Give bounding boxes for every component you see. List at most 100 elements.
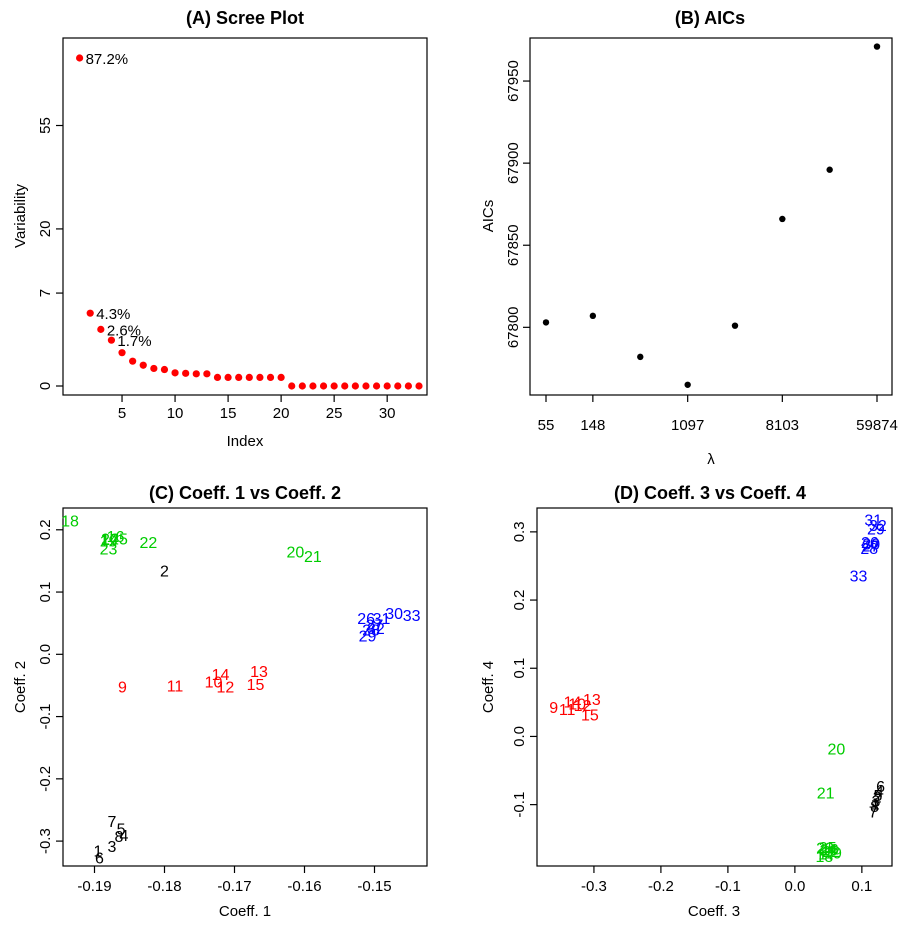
- panel-a-point: [139, 361, 147, 369]
- panel-b-point: [637, 353, 644, 361]
- panel-b-x-tick-label: 1097: [671, 417, 704, 434]
- panel-a-point: [245, 373, 253, 381]
- panel-c-point-label: 24: [101, 532, 119, 549]
- panel-b-point: [826, 166, 833, 173]
- panel-d-point-label: 13: [583, 692, 601, 709]
- panel-d-point-label: 33: [850, 569, 868, 586]
- panel-a-point: [404, 382, 412, 390]
- panel-d-point-label: 5: [873, 788, 882, 805]
- panel-d-y-tick-label: 0.2: [511, 590, 528, 611]
- panel-a-point: [213, 373, 222, 381]
- panel-b-point: [873, 43, 881, 50]
- panel-d-point-label: 9: [549, 700, 558, 717]
- panel-a-x-tick-label: 15: [220, 405, 237, 422]
- panel-a-y-tick-label: 20: [37, 221, 54, 238]
- panel-c-x-axis-label: Coeff. 1: [219, 903, 271, 920]
- panel-b-point: [589, 312, 597, 320]
- panel-c-point-label: 5: [117, 822, 126, 839]
- panel-d-point-label: 29: [867, 521, 885, 538]
- panel-c-y-tick-label: 0.1: [37, 582, 54, 603]
- panel-c-y-tick-label: -0.1: [37, 704, 54, 730]
- panel-d-y-tick-label: 0.0: [511, 726, 528, 747]
- panel-c-point-label: 16: [107, 529, 125, 546]
- panel-b-x-axis-label: λ: [707, 451, 715, 468]
- panel-d-x-tick-label: 0.1: [851, 878, 872, 895]
- panel-d-y-tick-label: -0.1: [511, 792, 528, 818]
- panel-a-point: [394, 382, 402, 390]
- panel-d-point-label: 4: [875, 784, 884, 801]
- panel-a-x-axis-label: Index: [227, 433, 264, 450]
- panel-b-point: [684, 381, 691, 388]
- panel-a-y-tick-label: 7: [37, 289, 54, 297]
- panel-d-point-label: 21: [817, 785, 835, 802]
- panel-d-point-label: 24: [819, 843, 837, 860]
- panel-c-point-label: 6: [95, 850, 104, 867]
- panel-d-point-label: 26: [861, 535, 879, 552]
- panel-c-point-label: 11: [167, 678, 184, 695]
- panel-a-point: [160, 365, 169, 374]
- panel-d-point-label: 31: [864, 513, 882, 530]
- panel-d-point-label: 20: [828, 742, 846, 759]
- panel-c-point-label: 28: [362, 622, 380, 639]
- panel-d-point-label: 3: [871, 794, 880, 811]
- panel-a-point: [266, 373, 275, 381]
- panel-c-point-label: 12: [217, 680, 235, 697]
- panel-a-point: [192, 370, 200, 378]
- panel-c-point-label: 32: [367, 621, 385, 638]
- panel-c-point-label: 18: [61, 513, 79, 530]
- panel-b-x-tick-label: 55: [538, 417, 555, 434]
- panel-a-point: [383, 382, 391, 390]
- panel-c-title: (C) Coeff. 1 vs Coeff. 2: [149, 483, 341, 503]
- panel-c-y-tick-label: -0.3: [37, 828, 54, 854]
- panel-d-point-label: 28: [860, 541, 878, 558]
- panel-a-x-tick-label: 5: [118, 405, 126, 422]
- panel-c-x-tick-label: -0.18: [147, 878, 181, 895]
- panel-d-point-label: 11: [559, 702, 576, 719]
- panel-a-title: (A) Scree Plot: [186, 8, 304, 28]
- panel-d-point-label: 6: [876, 779, 885, 796]
- panel-a-point: [150, 364, 158, 373]
- panel-a-x-tick-label: 25: [326, 405, 343, 422]
- panel-d-point-label: 22: [822, 844, 840, 861]
- panel-b-x-tick-label: 59874: [856, 417, 898, 434]
- panel-a-point: [256, 373, 264, 381]
- panel-c-point-label: 25: [110, 532, 128, 549]
- panel-d-point-label: 1: [871, 796, 880, 813]
- panel-c-point-label: 22: [140, 535, 158, 552]
- panel-a-point: [86, 309, 94, 317]
- panel-a-point: [97, 325, 105, 333]
- panel-b-y-tick-label: 67850: [505, 224, 522, 266]
- panel-d-x-tick-label: 0.0: [784, 878, 805, 895]
- panel-b-y-tick-label: 67900: [505, 142, 522, 184]
- panel-b-point: [731, 322, 739, 329]
- panel-a-point: [118, 349, 126, 357]
- panel-c-point-label: 30: [385, 606, 403, 623]
- panel-a-point: [341, 382, 349, 390]
- panel-a-point: [330, 382, 338, 390]
- panel-b-y-tick-label: 67950: [505, 60, 522, 102]
- panel-a-data-label: 1.7%: [117, 333, 151, 350]
- panel-a-point: [362, 382, 370, 390]
- panel-a-point: [107, 336, 116, 344]
- panel-c-point-label: 14: [212, 667, 230, 684]
- panel-c-point-label: 17: [101, 532, 119, 549]
- panel-b-x-tick-label: 8103: [766, 417, 799, 434]
- panel-a-point: [171, 369, 179, 377]
- panel-c-point-label: 15: [247, 677, 265, 694]
- panel-d-point-label: 10: [568, 697, 586, 714]
- panel-b: (B) AICs λ AICs: [480, 8, 893, 468]
- panel-a-point: [415, 382, 423, 390]
- panel-a-point: [351, 382, 359, 390]
- panel-c-point-label: 3: [108, 839, 117, 856]
- panel-c-point-label: 21: [304, 549, 322, 566]
- panel-a-point: [235, 373, 243, 381]
- panel-a-point: [372, 382, 381, 390]
- panel-d-point-label: 23: [816, 841, 834, 858]
- panel-d-x-tick-label: -0.3: [581, 878, 607, 895]
- panel-a-data-label: 2.6%: [107, 322, 141, 339]
- panel-a-point: [309, 382, 317, 390]
- panel-c: (C) Coeff. 1 vs Coeff. 2 Coeff. 1 Coeff.…: [12, 483, 428, 920]
- panel-a-x-tick-label: 20: [273, 405, 290, 422]
